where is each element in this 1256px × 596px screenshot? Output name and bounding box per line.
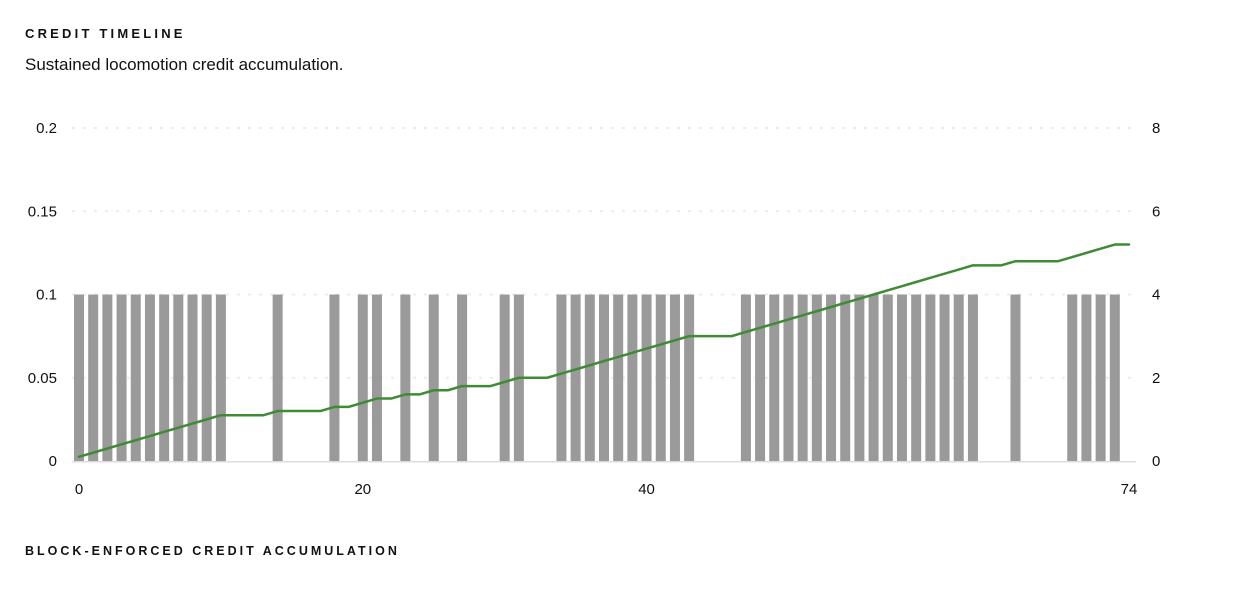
credit-block-bar [826,294,837,461]
credit-block-bar [159,294,170,461]
credit-block-bar [599,294,609,461]
credit-block-bar [173,294,184,461]
credit-block-bar [655,294,666,461]
credit-block-bar [570,294,581,461]
credit-block-bar [1109,294,1120,461]
credit-block-bar [641,294,652,461]
credit-block-bar [116,294,127,461]
credit-block-bar [755,294,766,461]
credit-block-bar [499,294,510,461]
credit-block-bar [840,294,851,461]
credit-block-bar [854,294,865,461]
credit-block-bar [187,294,198,461]
credit-block-bar [811,294,822,461]
credit-block-bar [457,294,468,461]
credit-block-bar [783,294,794,461]
y-axis-right-tick-label: 0 [1152,453,1160,470]
x-axis-tick-label: 20 [354,481,371,498]
credit-block-bar [556,294,567,461]
credit-block-bar [329,294,340,461]
credit-block-bar [896,294,907,461]
credit-block-bar [400,294,411,461]
credit-block-bar [669,294,680,461]
credit-block-bar [797,294,808,461]
credit-accumulation-line [77,243,1131,459]
y-axis-left-tick-label: 0.05 [28,370,57,387]
credit-block-bar [215,294,226,461]
credit-block-bar [627,294,638,461]
credit-block-bar [1081,294,1092,461]
chart-caption: BLOCK-ENFORCED CREDIT ACCUMULATION [25,544,400,558]
credit-block-bar [868,294,879,461]
x-axis-tick-label: 0 [75,481,83,498]
credit-block-bar [911,294,922,461]
credit-block-bar [684,294,695,461]
credit-block-bar [769,294,780,461]
y-axis-left-tick-label: 0 [49,453,57,470]
y-axis-left-tick-label: 0.2 [36,120,57,137]
chart-title: CREDIT TIMELINE [25,26,186,41]
y-axis-right-tick-label: 6 [1152,203,1160,220]
credit-block-bar [967,294,978,461]
chart-subtitle: Sustained locomotion credit accumulation… [25,55,344,74]
credit-block-bar [371,294,382,461]
credit-block-bar [130,294,141,461]
y-axis-right-tick-label: 2 [1152,370,1160,387]
y-axis-left-tick-label: 0.1 [36,287,57,304]
credit-block-bar [1067,294,1078,461]
credit-block-bar [939,294,950,461]
credit-block-bar [740,294,751,461]
credit-block-bar [272,294,283,461]
credit-block-bar [584,294,595,461]
credit-block-bar [1010,294,1021,461]
y-axis-left-tick-label: 0.15 [28,203,57,220]
credit-block-bar [357,294,368,461]
y-axis-right-tick-label: 8 [1152,120,1160,137]
y-axis-right-tick-label: 4 [1152,287,1160,304]
credit-block-bar [201,294,212,461]
credit-block-bar [1095,294,1106,461]
x-axis-tick-label: 40 [638,481,655,498]
credit-block-bar [144,294,155,461]
credit-block-bar [102,294,113,461]
credit-block-bar [882,294,893,461]
credit-block-bar [613,294,624,461]
credit-block-bar [953,294,964,461]
credit-block-bar [925,294,936,461]
credit-block-bar [428,294,439,461]
credit-timeline-chart: 0 0.05 0.1 0.15 0.2 0 2 4 6 8 0 20 40 74 [28,120,1161,498]
credit-block-bar [74,294,84,461]
x-axis-tick-label: 74 [1121,481,1138,498]
credit-block-bar [88,294,99,461]
